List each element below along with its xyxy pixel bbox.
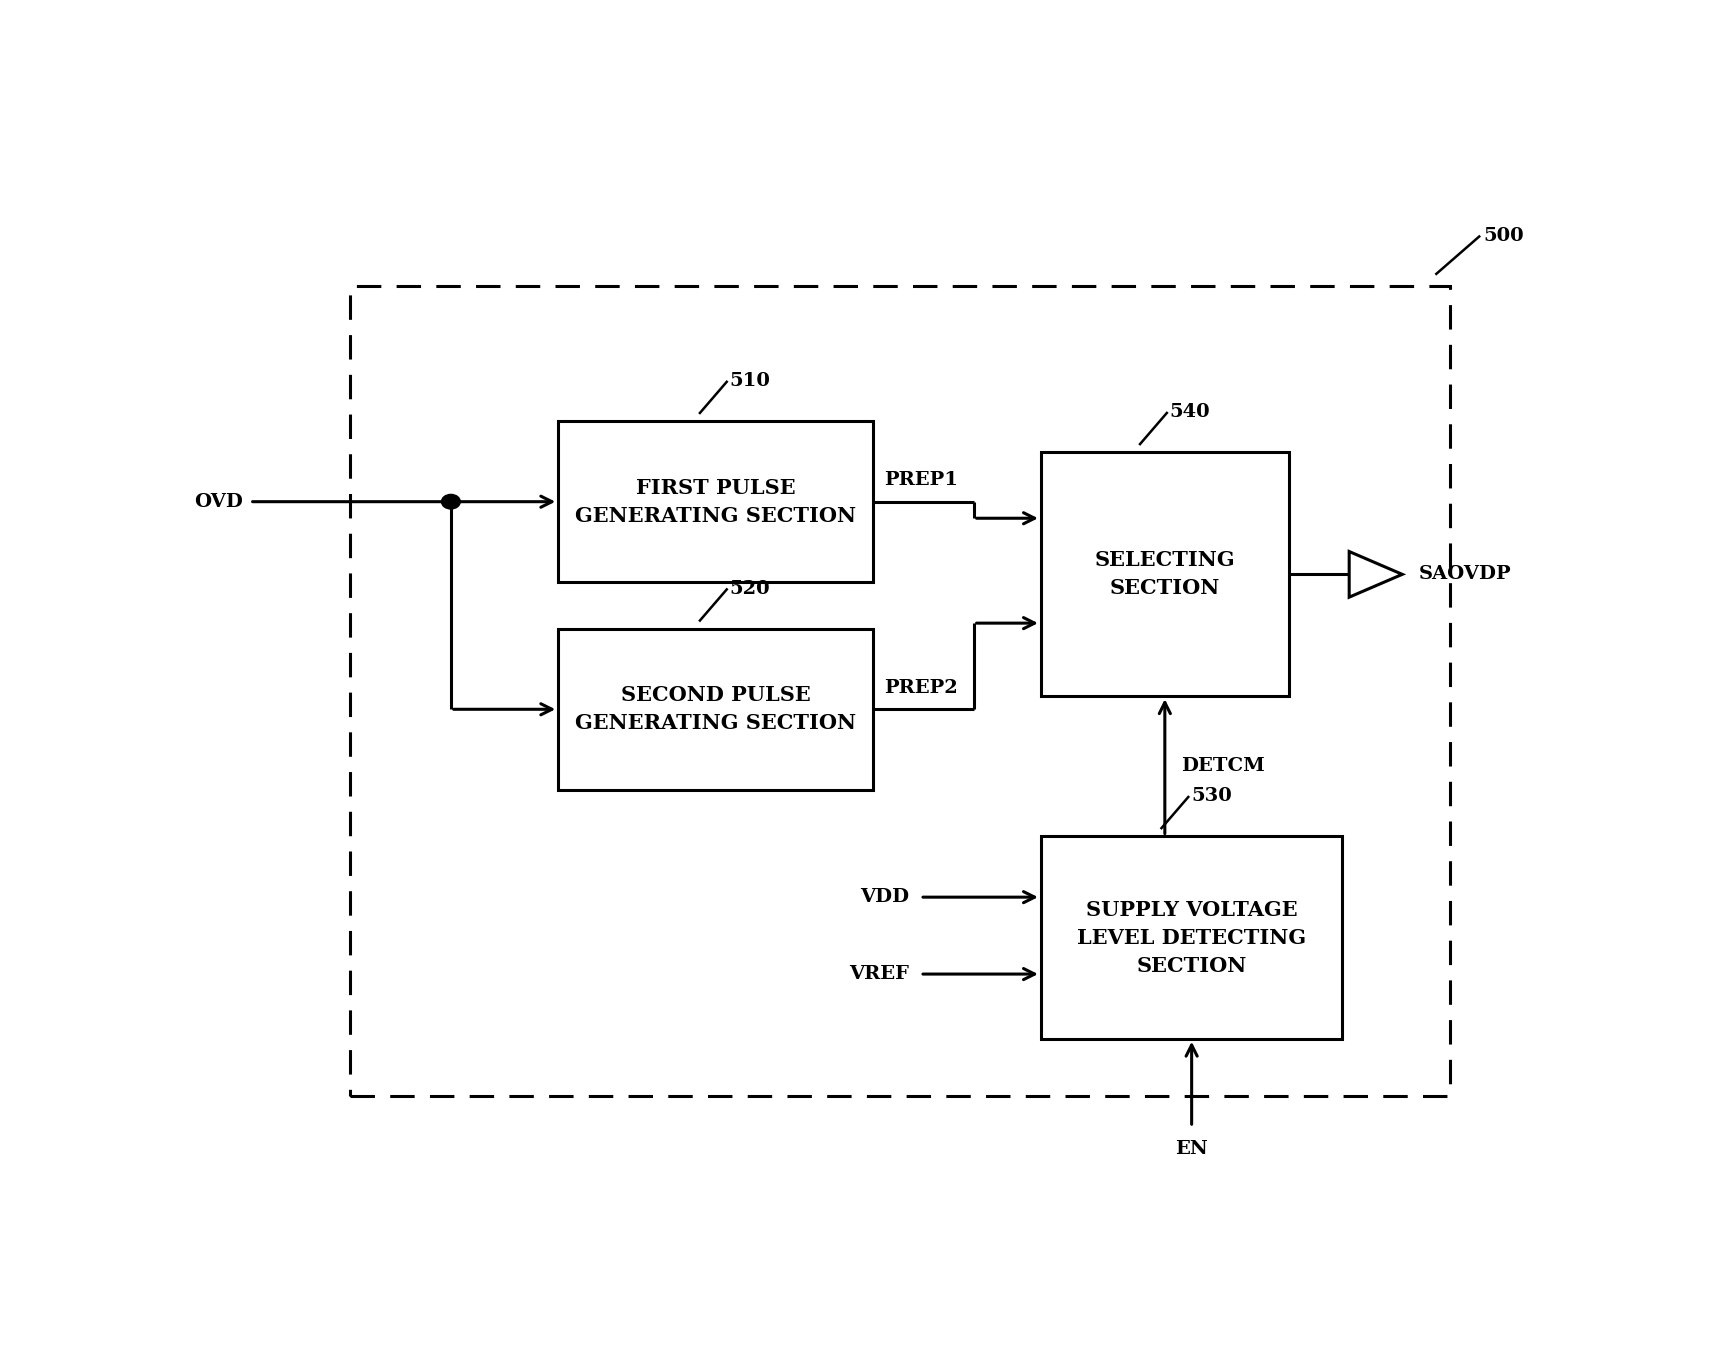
Bar (1041, 453, 1289, 697)
Text: SUPPLY VOLTAGE
LEVEL DETECTING
SECTION: SUPPLY VOLTAGE LEVEL DETECTING SECTION (1078, 899, 1306, 976)
Text: VDD: VDD (860, 888, 910, 906)
Text: 520: 520 (730, 580, 770, 597)
Bar (1041, 836, 1342, 1039)
Text: VREF: VREF (849, 965, 910, 983)
Circle shape (441, 495, 460, 510)
Text: FIRST PULSE
GENERATING SECTION: FIRST PULSE GENERATING SECTION (574, 477, 856, 526)
Text: SELECTING
SECTION: SELECTING SECTION (1095, 550, 1235, 599)
Text: 500: 500 (1483, 226, 1524, 245)
Text: PREP1: PREP1 (884, 472, 958, 489)
Text: EN: EN (1175, 1139, 1208, 1158)
Bar (559, 628, 874, 790)
Text: PREP2: PREP2 (884, 679, 958, 697)
Text: DETCM: DETCM (1182, 758, 1265, 775)
Text: 530: 530 (1190, 787, 1232, 805)
Bar (351, 286, 1450, 1096)
Text: SECOND PULSE
GENERATING SECTION: SECOND PULSE GENERATING SECTION (574, 685, 856, 733)
Text: OVD: OVD (194, 492, 242, 511)
Text: 510: 510 (730, 372, 770, 390)
Text: 540: 540 (1169, 403, 1211, 421)
Bar (559, 421, 874, 582)
Text: SAOVDP: SAOVDP (1419, 565, 1510, 584)
